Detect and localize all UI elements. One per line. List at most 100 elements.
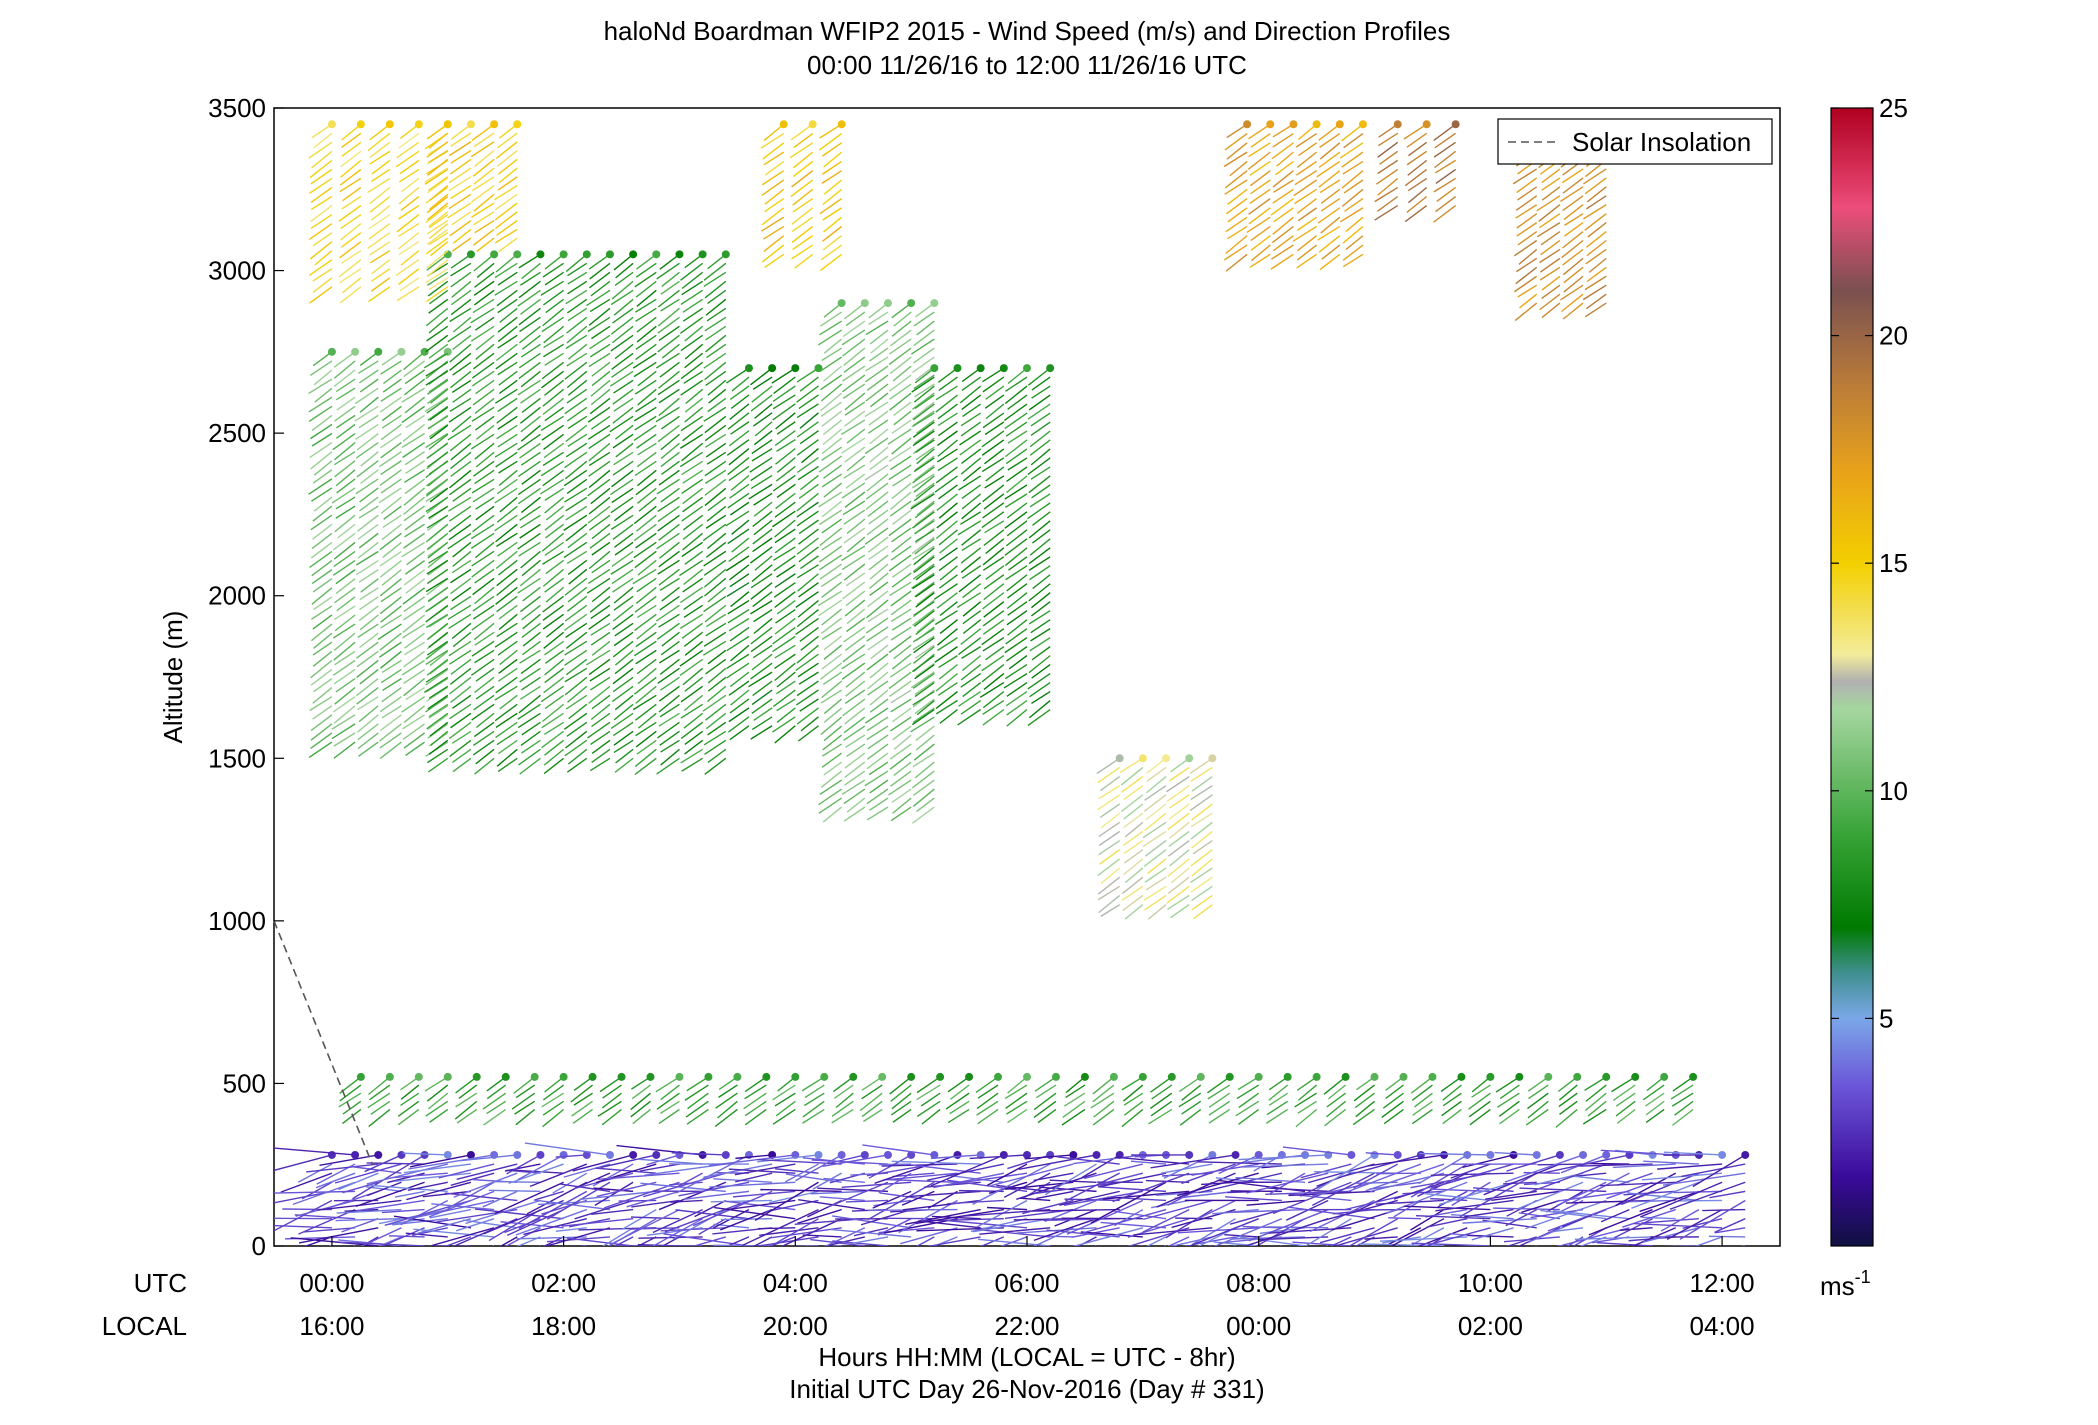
wind-barb: [566, 316, 588, 334]
wind-barb: [843, 302, 866, 320]
wind-barb: [274, 1147, 356, 1156]
wind-barb: [1007, 619, 1028, 636]
wind-barb: [360, 1227, 402, 1246]
wind-barb: [802, 1100, 825, 1118]
wind-barb: [1438, 1181, 1514, 1206]
wind-barb: [425, 1100, 449, 1117]
wind-barb: [499, 307, 518, 323]
wind-barb: [632, 1108, 651, 1125]
profile-top-marker: [443, 1150, 452, 1159]
wind-barb: [698, 1218, 727, 1235]
wind-barb: [869, 662, 889, 679]
wind-barb: [474, 271, 495, 288]
wind-barb: [776, 421, 796, 435]
wind-barb: [822, 419, 843, 436]
wind-barb: [869, 581, 889, 596]
wind-barb: [772, 689, 796, 708]
wind-barb: [801, 1076, 825, 1092]
wind-barb: [1471, 1084, 1491, 1098]
wind-barb: [761, 179, 785, 197]
wind-barb: [612, 676, 634, 693]
wind-barb: [402, 1152, 448, 1156]
wind-barb: [708, 388, 727, 404]
wind-barb: [646, 1154, 680, 1166]
wind-barb: [474, 757, 495, 775]
wind-barb: [962, 610, 982, 625]
wind-barb: [680, 289, 704, 305]
wind-barb: [760, 1188, 842, 1193]
wind-barb: [906, 1190, 981, 1198]
wind-barb: [869, 698, 889, 713]
profile-top-marker: [768, 364, 777, 373]
wind-barb: [774, 591, 796, 608]
wind-barb: [776, 600, 796, 615]
wind-barb: [518, 748, 541, 766]
profile-top-marker: [374, 1150, 383, 1159]
wind-barb: [356, 687, 379, 705]
wind-barb: [471, 478, 495, 494]
wind-barb: [1587, 222, 1607, 238]
wind-barb: [843, 509, 866, 525]
wind-barb: [751, 689, 773, 706]
wind-barb: [427, 387, 449, 405]
wind-barb: [823, 482, 843, 498]
wind-barb: [1028, 520, 1051, 539]
profile-top-marker: [1138, 1072, 1147, 1081]
wind-barb: [494, 703, 518, 722]
wind-barb: [1139, 1245, 1143, 1246]
wind-barb: [496, 730, 518, 746]
wind-barb: [1517, 1181, 1584, 1210]
wind-barb: [821, 653, 843, 670]
wind-barb: [704, 415, 727, 434]
wind-barb: [869, 779, 889, 794]
wind-barb: [661, 1236, 680, 1246]
wind-barb: [1407, 186, 1428, 204]
wind-barb: [588, 568, 611, 585]
wind-barb: [1345, 235, 1364, 251]
wind-barb: [338, 1172, 379, 1191]
wind-barb: [631, 1084, 651, 1100]
wind-barb: [1145, 803, 1167, 821]
wind-barb: [426, 640, 449, 656]
wind-barb: [982, 708, 1005, 726]
wind-barb: [1541, 186, 1561, 201]
wind-barb: [913, 743, 935, 761]
wind-barb: [912, 392, 935, 410]
wind-barb: [961, 376, 982, 392]
wind-barb: [371, 168, 391, 183]
wind-barb: [961, 565, 982, 579]
x-tick-label-local: 00:00: [1226, 1311, 1291, 1341]
wind-barb: [860, 1208, 912, 1226]
wind-barb: [590, 622, 611, 636]
profile-top-marker: [559, 1072, 568, 1081]
wind-barb: [403, 487, 426, 506]
wind-barb: [472, 739, 495, 756]
wind-barb: [820, 716, 843, 736]
wind-barb: [913, 475, 935, 493]
wind-barb: [615, 649, 634, 666]
wind-barb: [496, 577, 518, 596]
wind-barb: [450, 460, 472, 477]
wind-barb: [1249, 170, 1271, 187]
wind-barb: [1004, 412, 1028, 430]
wind-barb: [658, 613, 680, 628]
y-tick-label: 500: [223, 1068, 266, 1098]
wind-barb: [334, 587, 356, 604]
wind-barb: [935, 520, 958, 540]
y-tick-label: 2000: [208, 581, 266, 611]
wind-barb: [959, 430, 982, 446]
wind-barb: [867, 500, 889, 517]
wind-barb: [588, 550, 611, 570]
wind-barb: [1294, 188, 1317, 205]
wind-barb: [473, 730, 495, 746]
wind-barb: [331, 714, 356, 730]
wind-barb: [748, 483, 773, 500]
wind-barb: [565, 694, 588, 710]
wind-barb: [1238, 1092, 1260, 1109]
wind-barb: [866, 788, 889, 805]
wind-barb: [496, 748, 518, 767]
wind-barb: [916, 617, 935, 633]
wind-barb: [706, 307, 727, 322]
wind-barb: [710, 1199, 773, 1203]
wind-barb: [1377, 132, 1399, 147]
